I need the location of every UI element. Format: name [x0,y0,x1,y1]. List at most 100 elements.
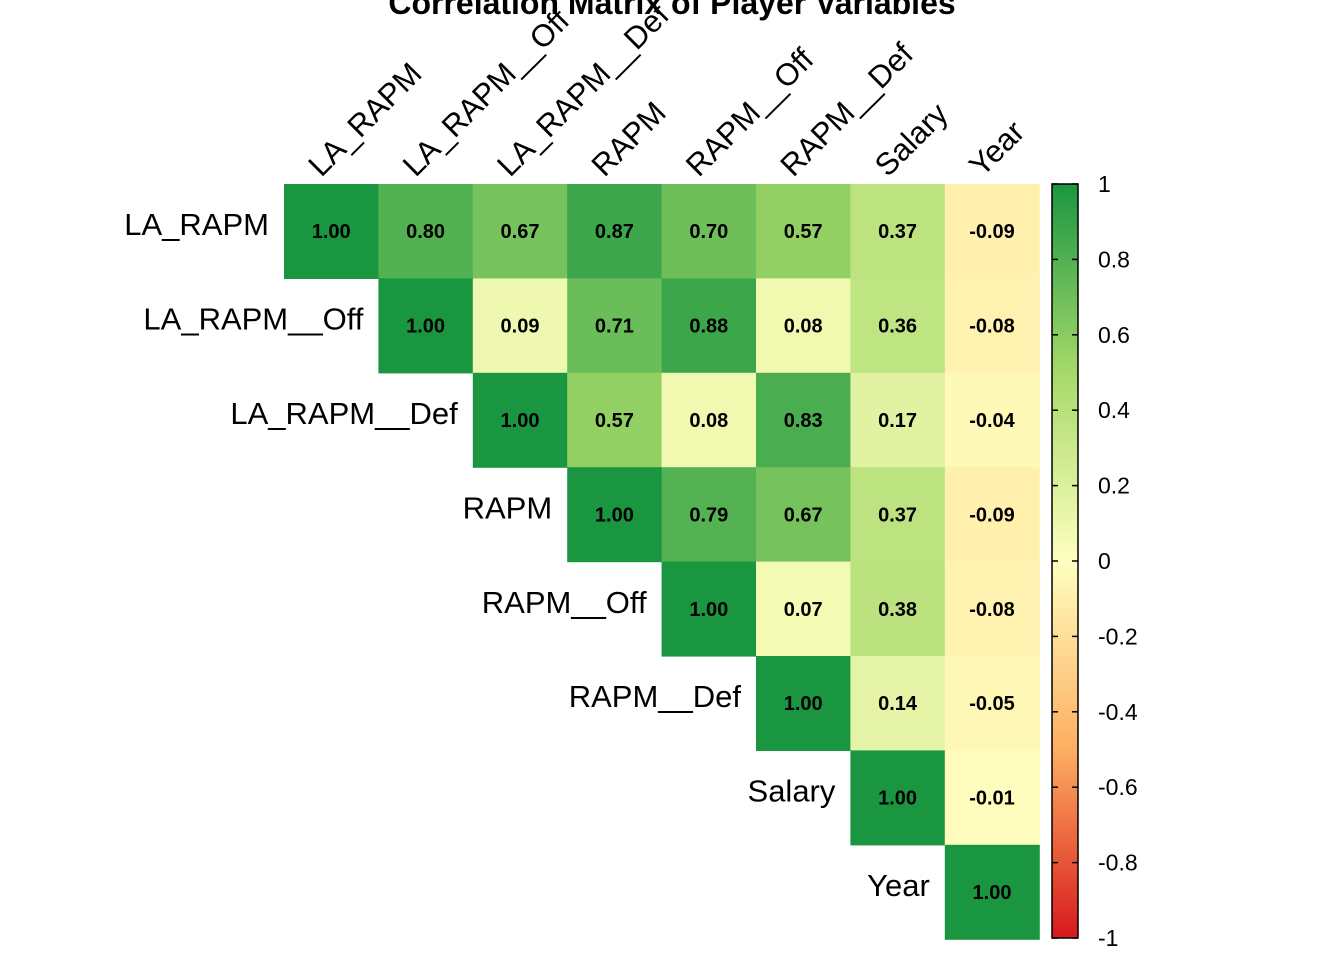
cell-value-label: 1.00 [501,410,540,432]
heatmap-cell [850,467,946,563]
heatmap-cell [661,184,757,279]
colorbar-tick-label: -0.8 [1098,850,1138,876]
cell-value-label: 1.00 [312,221,351,243]
column-label: LA_RAPM__Def [490,0,676,183]
heatmap-cell [661,278,757,374]
heatmap-cell [850,656,946,751]
heatmap-cell [567,372,663,468]
heatmap-cell [284,184,379,279]
heatmap-cell [756,656,851,751]
row-label: Salary [748,774,836,809]
heatmap-cell [944,750,1040,846]
cell-value-label: 0.79 [689,504,728,526]
column-label: Year [962,114,1031,183]
colorbar-tick-label: 0.4 [1098,397,1130,423]
row-label: RAPM__Off [482,585,647,620]
cell-value-label: -0.04 [969,410,1015,432]
heatmap-cell [472,278,568,374]
cell-value-label: -0.09 [969,504,1015,526]
heatmap-cell [850,278,946,374]
cell-value-label: 1.00 [784,693,823,715]
cell-value-label: 0.09 [501,316,540,338]
heatmap-cell [944,844,1040,940]
colorbar-tick-label: 0.8 [1098,246,1130,272]
heatmap-cells: 1.00 0.80 0.67 0.87 0.70 0.57 0.37 -0.09 1.00 0.0… [284,184,1040,940]
heatmap-cell [850,372,946,468]
cell-value-label: -0.05 [969,693,1015,715]
heatmap-cell [378,184,474,279]
heatmap-cell [567,278,663,374]
cell-value-label: 0.57 [784,221,823,243]
heatmap-cell [756,467,851,563]
colorbar-tick-label: 0.6 [1098,322,1130,348]
cell-value-label: 0.88 [689,316,728,338]
row-labels: LA_RAPM LA_RAPM__Off LA_RAPM__Def RAPM RAPM_… [124,207,930,903]
chart-title: Correlation Matrix of Player Variables [388,0,955,21]
cell-value-label: 0.83 [784,410,823,432]
heatmap-cell [850,561,946,657]
heatmap-cell [756,278,851,374]
cell-value-label: 1.00 [878,788,917,810]
cell-value-label: -0.08 [969,599,1015,621]
colorbar-tick-label: 1 [1098,171,1111,197]
row-label: LA_RAPM__Off [143,302,363,337]
heatmap-cell [944,656,1040,751]
heatmap-cell [944,372,1040,468]
heatmap-cell [850,184,946,279]
row-label: RAPM__Def [569,679,742,714]
cell-value-label: 0.70 [689,221,728,243]
heatmap-cell [472,184,568,279]
cell-value-label: 0.08 [689,410,728,432]
cell-value-label: 0.71 [595,316,634,338]
cell-value-label: -0.01 [969,788,1015,810]
cell-value-label: -0.08 [969,316,1015,338]
heatmap-cell [661,467,757,563]
cell-value-label: 1.00 [406,316,445,338]
row-label: LA_RAPM [124,207,269,242]
heatmap-cell [850,750,946,846]
cell-value-label: 0.17 [878,410,917,432]
colorbar-tick-label: 0 [1098,548,1111,574]
column-label: Salary [868,96,955,183]
cell-value-label: 0.67 [784,504,823,526]
heatmap-cell [944,278,1040,374]
heatmap-cell [756,561,851,657]
colorbar: 1 0.8 0.6 0.4 0.2 0 -0.2 -0.4 -0.6 -0.8 -1 [1051,171,1138,951]
colorbar-tick-label: -0.4 [1098,699,1138,725]
colorbar-tick-label: -1 [1098,925,1118,951]
cell-value-label: 0.36 [878,316,917,338]
column-label: LA_RAPM__Off [396,2,577,183]
heatmap-cell [661,561,757,657]
cell-value-label: 0.57 [595,410,634,432]
cell-value-label: 0.07 [784,599,823,621]
heatmap-cell [756,184,851,279]
cell-value-label: 1.00 [595,504,634,526]
column-label: RAPM [585,95,673,183]
cell-value-label: 0.37 [878,221,917,243]
heatmap-cell [944,467,1040,563]
colorbar-tick-label: -0.2 [1098,623,1138,649]
heatmap-cell [378,278,474,374]
heatmap-cell [567,184,663,279]
heatmap-cell [472,372,568,468]
heatmap-cell [661,372,757,468]
cell-value-label: 0.87 [595,221,634,243]
row-label: Year [867,868,930,903]
heatmap-cell [567,467,663,563]
colorbar-tick-label: 0.2 [1098,473,1130,499]
cell-value-label: 0.08 [784,316,823,338]
cell-value-label: 0.37 [878,504,917,526]
heatmap-cell [944,184,1040,279]
cell-value-label: -0.09 [969,221,1015,243]
cell-value-label: 1.00 [973,882,1012,904]
cell-value-label: 0.80 [406,221,445,243]
row-label: RAPM [463,490,553,525]
heatmap-cell [944,561,1040,657]
cell-value-label: 0.38 [878,599,917,621]
heatmap-cell [756,372,851,468]
cell-value-label: 0.67 [501,221,540,243]
cell-value-label: 1.00 [689,599,728,621]
colorbar-tick-label: -0.6 [1098,774,1138,800]
